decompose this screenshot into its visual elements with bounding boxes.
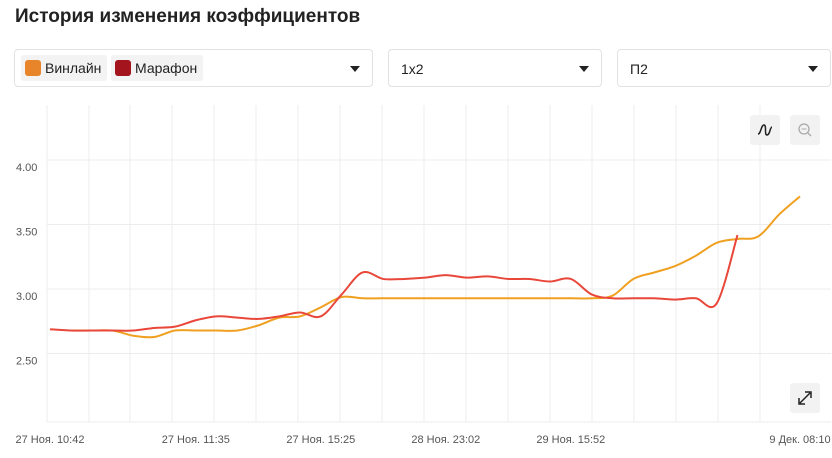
x-tick-label: 9 Дек. 08:10: [769, 434, 830, 446]
series-line: [49, 234, 739, 332]
zoom-button[interactable]: [790, 115, 820, 145]
fullscreen-button[interactable]: [790, 383, 820, 413]
x-tick-label: 28 Ноя. 23:02: [411, 434, 480, 446]
chip-label: Винлайн: [45, 60, 102, 76]
bookmaker-select[interactable]: Винлайн Марафон: [14, 49, 373, 87]
series-line: [70, 195, 801, 339]
icon: [798, 391, 812, 405]
dropdown-arrow: [808, 66, 818, 72]
x-tick-label: 27 Ноя. 15:25: [286, 434, 355, 446]
smooth-button[interactable]: [750, 115, 780, 145]
vertical-grid: [46, 105, 831, 423]
select-label: П2: [630, 61, 648, 77]
page-title: История изменения коэффициентов: [15, 6, 361, 27]
x-tick-label: 27 Ноя. 10:42: [16, 434, 85, 446]
chip-label: Марафон: [135, 60, 198, 76]
dropdown-arrow: [579, 66, 589, 72]
icon: [798, 123, 812, 137]
x-tick-label: 29 Ноя. 15:52: [536, 434, 605, 446]
icon: [757, 124, 773, 136]
market-select[interactable]: 1х2: [388, 49, 602, 87]
select-label: 1х2: [401, 61, 424, 77]
y-tick-label: 3.00: [16, 291, 37, 303]
bookmaker-chip[interactable]: Винлайн: [21, 55, 108, 81]
y-tick-label: 3.50: [16, 226, 37, 238]
dropdown-arrow: [350, 66, 360, 72]
outcome-select[interactable]: П2: [617, 49, 831, 87]
x-tick-label: 27 Ноя. 11:35: [162, 434, 230, 446]
y-tick-label: 2.50: [16, 355, 37, 367]
y-tick-label: 4.00: [16, 162, 37, 174]
bookmaker-chip[interactable]: Марафон: [111, 55, 204, 81]
